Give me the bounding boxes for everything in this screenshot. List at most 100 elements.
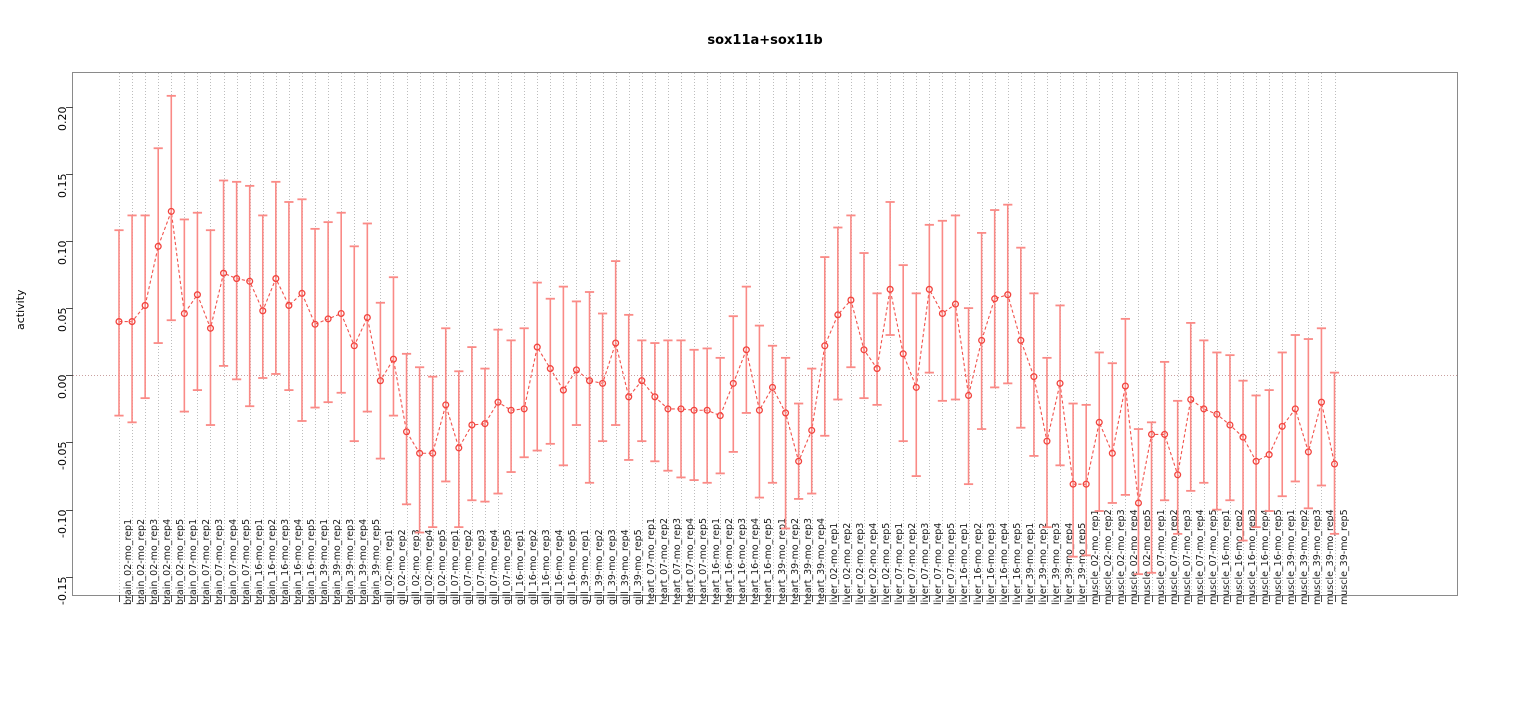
data-point bbox=[506, 339, 516, 473]
data-point bbox=[519, 327, 529, 459]
y-tick bbox=[66, 509, 73, 511]
y-tick-label: 0.00 bbox=[55, 374, 69, 400]
x-tick bbox=[1334, 595, 1336, 602]
gridline bbox=[1229, 73, 1231, 595]
x-tick bbox=[942, 595, 944, 602]
x-tick bbox=[471, 595, 473, 602]
data-point bbox=[1003, 203, 1013, 385]
x-tick bbox=[602, 595, 604, 602]
y-tick-label: 0.20 bbox=[55, 106, 69, 131]
y-tick bbox=[66, 442, 73, 444]
gridline bbox=[1256, 73, 1258, 595]
data-point bbox=[1251, 394, 1261, 529]
x-tick bbox=[511, 595, 513, 602]
x-tick bbox=[1164, 595, 1166, 602]
x-tick bbox=[916, 595, 918, 602]
data-point bbox=[1146, 421, 1157, 574]
data-point bbox=[597, 312, 608, 443]
x-tick bbox=[432, 595, 434, 602]
x-tick bbox=[772, 595, 774, 602]
data-point bbox=[401, 352, 412, 506]
x-tick bbox=[929, 595, 931, 602]
x-tick bbox=[354, 595, 356, 602]
data-point bbox=[571, 300, 582, 426]
data-point bbox=[872, 292, 882, 406]
data-point bbox=[467, 346, 477, 502]
data-point bbox=[1329, 371, 1340, 535]
x-tick bbox=[681, 595, 682, 602]
gridline bbox=[171, 73, 173, 595]
data-point bbox=[323, 221, 333, 404]
data-point bbox=[911, 292, 921, 477]
data-point bbox=[924, 223, 934, 374]
data-point bbox=[205, 229, 216, 426]
gridline bbox=[707, 73, 709, 595]
x-tick bbox=[1269, 595, 1271, 602]
data-point bbox=[493, 328, 503, 495]
gridline bbox=[458, 73, 460, 595]
data-point bbox=[284, 201, 294, 391]
data-point bbox=[715, 356, 725, 475]
gridline bbox=[785, 73, 787, 595]
data-point bbox=[258, 214, 268, 379]
x-tick bbox=[524, 595, 526, 602]
x-tick bbox=[1099, 595, 1101, 602]
x-tick bbox=[1125, 595, 1127, 602]
x-tick bbox=[1060, 595, 1062, 602]
data-point bbox=[637, 339, 647, 443]
x-tick bbox=[550, 595, 552, 602]
x-tick bbox=[1086, 595, 1088, 602]
x-tick bbox=[262, 595, 264, 602]
data-point bbox=[990, 209, 1000, 389]
data-point bbox=[1238, 379, 1248, 542]
data-point bbox=[232, 180, 242, 381]
gridline bbox=[1151, 73, 1153, 595]
x-tick bbox=[1256, 595, 1258, 602]
gridline bbox=[471, 73, 473, 595]
y-tick-label: 0.10 bbox=[55, 240, 69, 265]
data-point bbox=[114, 229, 124, 417]
gridline bbox=[681, 73, 682, 595]
x-tick bbox=[119, 595, 120, 602]
data-point bbox=[179, 218, 189, 413]
x-tick bbox=[1282, 595, 1284, 602]
data-point bbox=[898, 264, 908, 443]
gridline bbox=[1243, 73, 1245, 595]
data-point bbox=[1094, 351, 1104, 512]
data-point bbox=[375, 301, 385, 460]
data-layer bbox=[114, 94, 1340, 576]
data-point bbox=[689, 348, 699, 482]
data-point bbox=[885, 201, 895, 336]
data-point bbox=[1107, 362, 1117, 504]
x-tick bbox=[877, 595, 879, 602]
data-point bbox=[754, 324, 765, 499]
gridline bbox=[1046, 73, 1048, 595]
y-axis-label: activity bbox=[14, 289, 27, 330]
plot-panel: 0.20 0.15 0.10 0.05 0.00 -0.05 -0.10 -0.15 brai… bbox=[56, 72, 1458, 605]
gridline bbox=[1073, 73, 1075, 595]
data-point bbox=[349, 245, 359, 443]
x-tick bbox=[367, 595, 369, 602]
gridline bbox=[1099, 73, 1101, 595]
gridline bbox=[772, 73, 774, 595]
gridline bbox=[1138, 73, 1140, 595]
x-tick bbox=[288, 595, 290, 602]
data-point bbox=[192, 211, 203, 391]
data-point bbox=[480, 367, 490, 503]
x-tick bbox=[458, 595, 460, 602]
x-tick bbox=[746, 595, 748, 602]
data-point bbox=[271, 180, 281, 375]
gridline bbox=[641, 73, 643, 595]
x-tick bbox=[654, 595, 656, 602]
data-point bbox=[977, 231, 987, 430]
data-point bbox=[545, 297, 555, 445]
data-point bbox=[650, 342, 660, 463]
x-tick bbox=[1229, 595, 1231, 602]
data-point bbox=[1016, 246, 1026, 429]
x-tick bbox=[589, 595, 591, 602]
x-tick bbox=[171, 595, 173, 602]
x-tick bbox=[380, 595, 382, 602]
data-point bbox=[140, 214, 150, 400]
data-point bbox=[336, 211, 346, 394]
x-tick bbox=[811, 595, 813, 602]
